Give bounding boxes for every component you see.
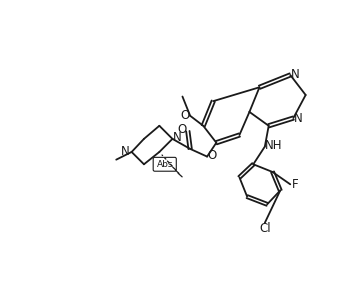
Text: NH: NH <box>265 139 283 152</box>
Text: O: O <box>178 123 187 136</box>
Text: N: N <box>173 131 182 144</box>
Text: N: N <box>121 146 130 159</box>
FancyBboxPatch shape <box>153 157 176 171</box>
Text: O: O <box>180 109 189 122</box>
Text: Abs: Abs <box>157 160 173 169</box>
Text: N: N <box>291 68 300 81</box>
Text: F: F <box>292 178 298 191</box>
Text: N: N <box>294 111 303 125</box>
Text: O: O <box>208 148 217 162</box>
Text: Cl: Cl <box>259 222 271 235</box>
